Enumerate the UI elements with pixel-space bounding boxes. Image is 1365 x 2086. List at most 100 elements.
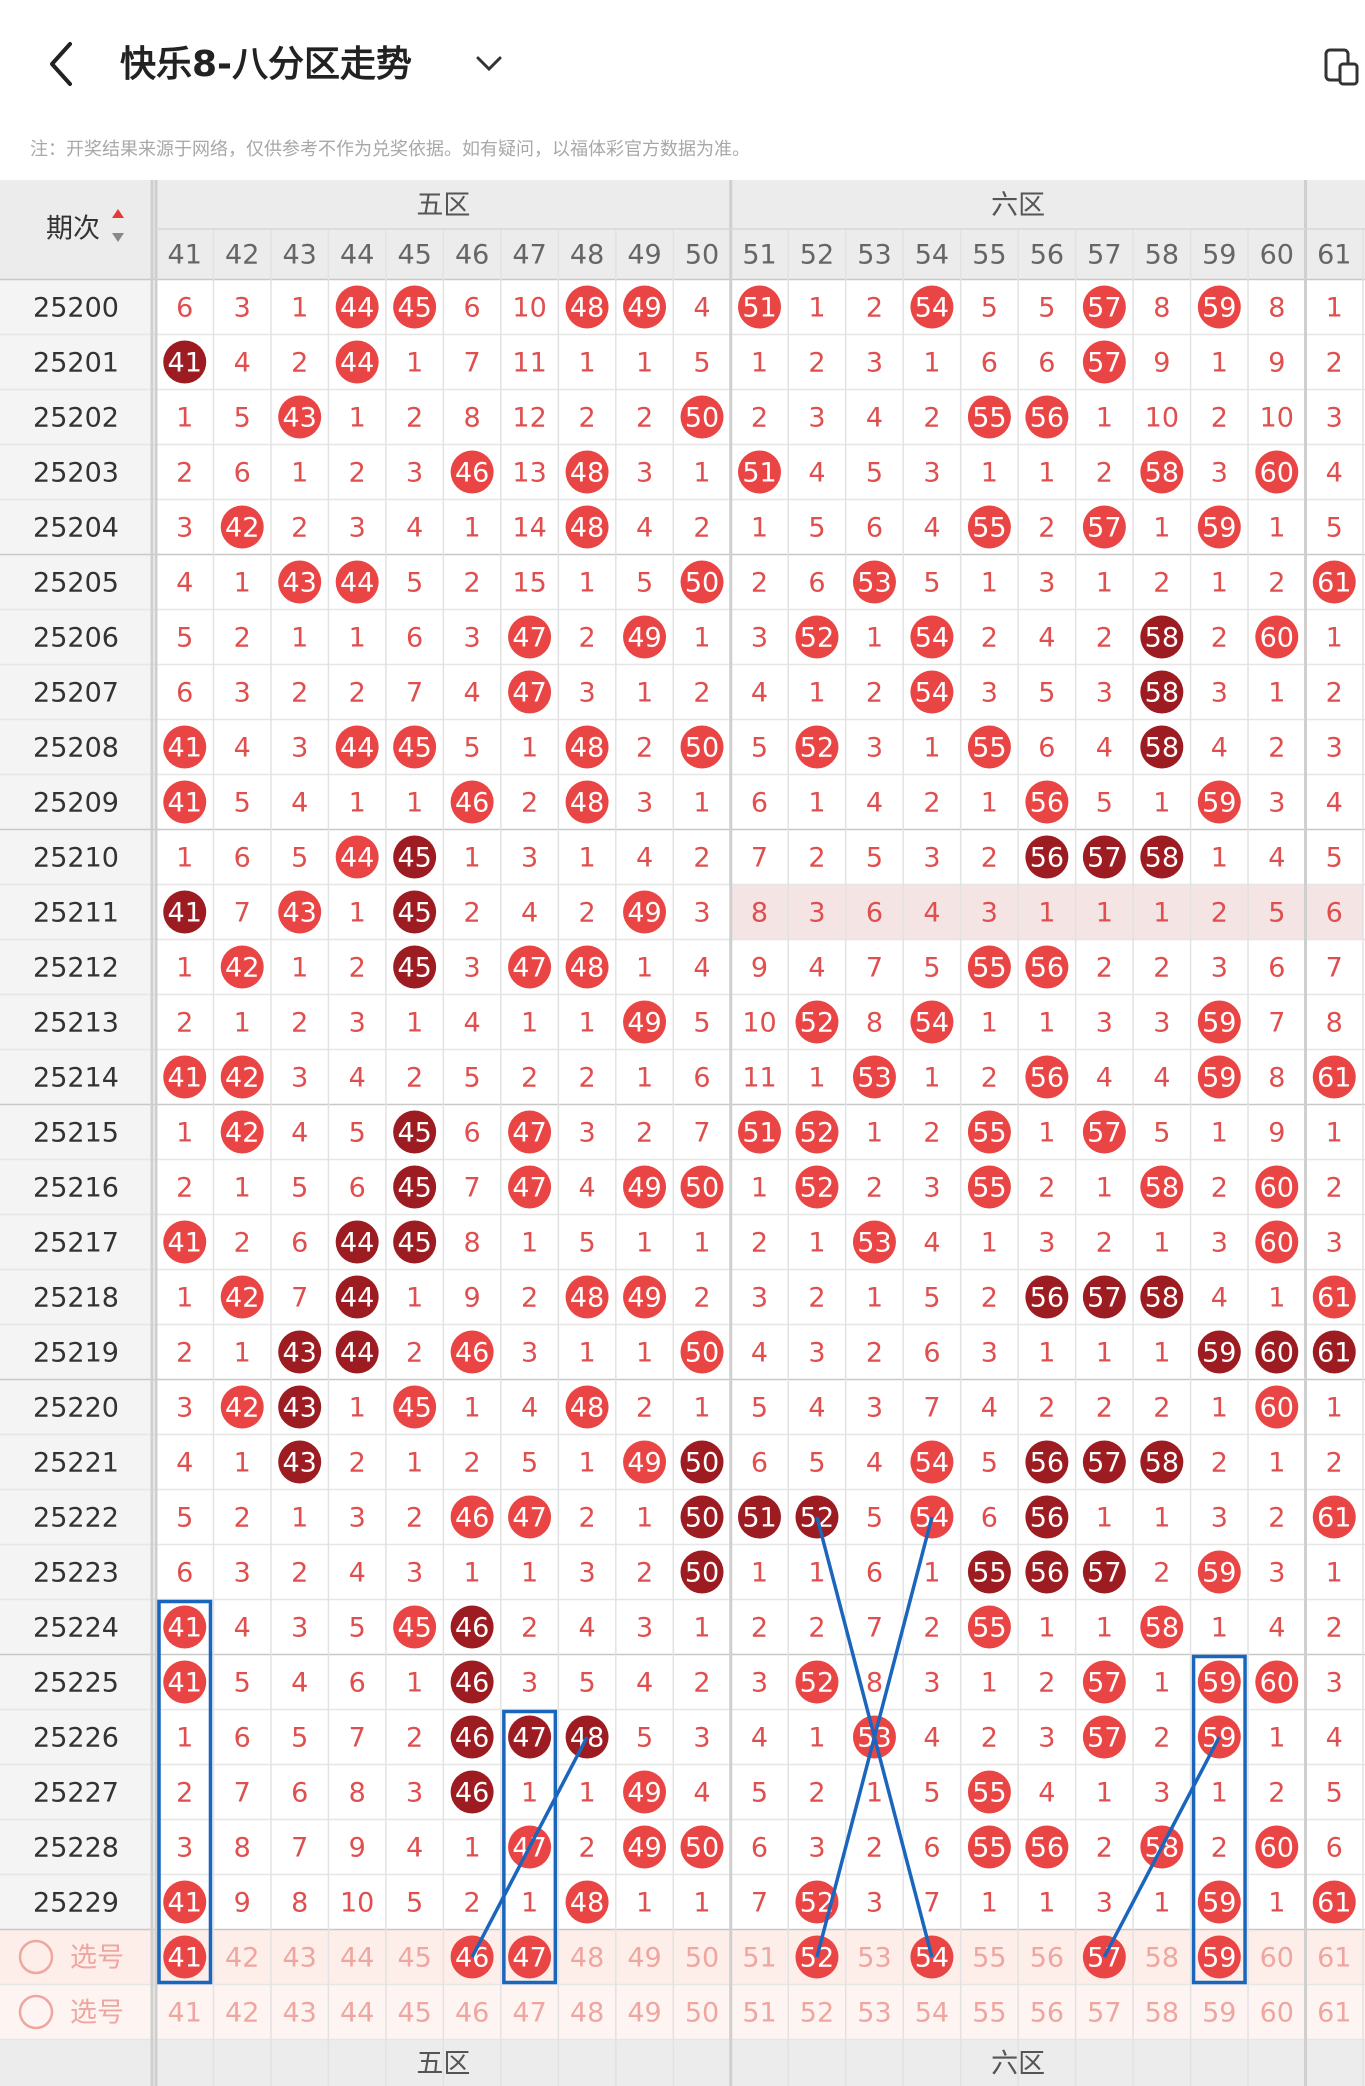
period: 25206 — [33, 623, 119, 654]
select-toggle[interactable] — [18, 1994, 54, 2030]
hit-ball — [680, 1330, 724, 1374]
hit-ball — [623, 1165, 667, 1209]
miss-count: 5 — [981, 293, 998, 324]
miss-count: 2 — [464, 1448, 481, 1479]
miss-count: 1 — [521, 733, 538, 764]
hit-number: 48 — [570, 513, 604, 544]
miss-count: 1 — [291, 953, 308, 984]
miss-count: 4 — [176, 1448, 193, 1479]
select-toggle[interactable] — [18, 1939, 54, 1975]
hit-ball — [565, 780, 609, 824]
hit-number: 48 — [570, 1888, 604, 1919]
hit-ball — [450, 450, 494, 494]
annotation-box — [502, 1709, 558, 1985]
device-icon-front — [1338, 62, 1359, 86]
miss-count: 4 — [521, 1393, 538, 1424]
miss-count: 1 — [1038, 1338, 1055, 1369]
device-icon[interactable] — [1324, 48, 1359, 86]
miss-count: 1 — [234, 1338, 251, 1369]
hit-number: 52 — [800, 1008, 834, 1039]
miss-count: 2 — [751, 1613, 768, 1644]
miss-count: 7 — [234, 1778, 251, 1809]
hit-number: 49 — [627, 1448, 661, 1479]
period: 25219 — [33, 1338, 119, 1369]
miss-count: 1 — [1211, 1778, 1228, 1809]
period: 25226 — [33, 1723, 119, 1754]
miss-count: 3 — [751, 1668, 768, 1699]
notice: 注：开奖结果来源于网络，仅供参考不作为兑奖依据。如有疑问，以福体彩官方数据为准。 — [30, 139, 750, 160]
hit-number: 60 — [1260, 1393, 1294, 1424]
miss-count: 2 — [1326, 1448, 1343, 1479]
miss-count: 4 — [406, 1833, 423, 1864]
hit-number: 44 — [340, 1283, 374, 1314]
miss-count: 7 — [406, 678, 423, 709]
miss-count: 3 — [176, 1833, 193, 1864]
column-header: 46 — [455, 240, 489, 271]
hit-number: 46 — [455, 1668, 489, 1699]
miss-count: 2 — [464, 898, 481, 929]
miss-count: 1 — [578, 1778, 595, 1809]
hit-ball — [335, 560, 379, 604]
miss-count: 2 — [1096, 1393, 1113, 1424]
hit-ball — [220, 945, 264, 989]
zone-label: 六区 — [991, 2048, 1045, 2079]
miss-count: 2 — [808, 1283, 825, 1314]
hit-ball — [1140, 670, 1184, 714]
hit-number: 41 — [168, 1888, 202, 1919]
hit-ball — [393, 945, 437, 989]
miss-count: 2 — [406, 1503, 423, 1534]
miss-count: 1 — [808, 293, 825, 324]
back-button[interactable] — [50, 42, 72, 86]
miss-count: 11 — [512, 348, 546, 379]
hit-number: 57 — [1087, 1723, 1121, 1754]
hit-ball — [967, 1550, 1011, 1594]
hit-number: 42 — [225, 1283, 259, 1314]
miss-count: 3 — [1038, 1723, 1055, 1754]
miss-count: 1 — [636, 348, 653, 379]
hit-number: 61 — [1317, 1063, 1351, 1094]
miss-count: 2 — [693, 678, 710, 709]
miss-count: 3 — [234, 1558, 251, 1589]
hit-number: 41 — [168, 733, 202, 764]
miss-count: 1 — [923, 1558, 940, 1589]
miss-count: 6 — [808, 568, 825, 599]
hit-number: 47 — [512, 623, 546, 654]
hit-ball — [163, 1220, 207, 1264]
period: 25227 — [33, 1778, 119, 1809]
hit-ball — [1140, 835, 1184, 879]
hit-number: 42 — [225, 953, 259, 984]
miss-count: 7 — [1326, 953, 1343, 984]
miss-count: 4 — [291, 1668, 308, 1699]
hit-ball — [163, 1605, 207, 1649]
select-number: 60 — [1260, 1998, 1294, 2029]
hit-number: 53 — [857, 568, 891, 599]
hit-number: 49 — [627, 1283, 661, 1314]
miss-count: 3 — [1038, 1228, 1055, 1259]
miss-count: 3 — [291, 1613, 308, 1644]
hit-ball — [852, 1055, 896, 1099]
hit-number: 51 — [742, 293, 776, 324]
miss-count: 1 — [981, 568, 998, 599]
miss-count: 1 — [866, 1283, 883, 1314]
hit-number: 50 — [685, 568, 719, 599]
hit-ball — [1140, 1165, 1184, 1209]
hit-ball — [393, 1165, 437, 1209]
miss-count: 2 — [176, 458, 193, 489]
select-number: 50 — [685, 1998, 719, 2029]
hit-ball — [1312, 1055, 1356, 1099]
hit-ball — [335, 285, 379, 329]
hit-number: 58 — [1145, 843, 1179, 874]
hit-ball — [508, 1935, 552, 1979]
miss-count: 4 — [1268, 843, 1285, 874]
miss-count: 5 — [234, 1668, 251, 1699]
miss-count: 1 — [1038, 1118, 1055, 1149]
miss-count: 8 — [751, 898, 768, 929]
miss-count: 2 — [1038, 1668, 1055, 1699]
page-title[interactable]: 快乐8-八分区走势 — [120, 44, 412, 85]
miss-count: 5 — [234, 788, 251, 819]
hit-number: 55 — [972, 1613, 1006, 1644]
miss-count: 3 — [406, 458, 423, 489]
select-number: 43 — [283, 1943, 317, 1974]
hit-ball — [1025, 1275, 1069, 1319]
dropdown-icon[interactable] — [476, 56, 502, 72]
